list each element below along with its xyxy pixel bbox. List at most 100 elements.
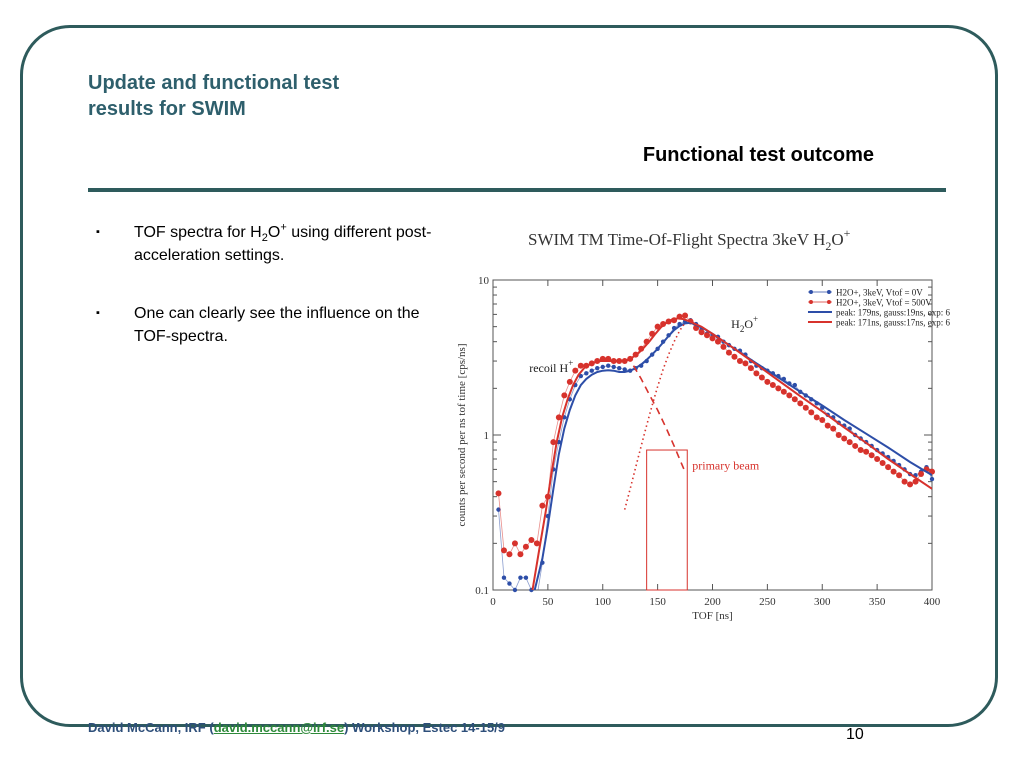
data-point-series-1 [769,382,776,389]
data-point-series-0 [584,371,589,376]
data-point-series-1 [824,422,831,429]
data-point-series-1 [561,392,568,399]
h2o-annotation: H2O+ [731,314,758,334]
x-tick-label: 300 [814,596,831,608]
bullet1-subscript: 2 [261,232,268,245]
data-point-series-0 [617,365,622,371]
data-point-series-1 [841,435,848,442]
legend-swatch-marker [826,300,831,304]
primary-beam-annotation: primary beam [692,458,760,472]
data-point-series-1 [852,442,859,449]
data-point-series-1 [912,478,919,485]
bullet-text-2: One can clearly see the influence on the… [134,305,420,345]
bullet-item-1: ▪ TOF spectra for H2O+ using different p… [96,221,436,267]
x-axis-label: TOF [ns] [692,610,732,622]
data-point-series-1 [879,459,886,466]
data-point-series-0 [518,575,523,580]
y-tick-label: 10 [478,275,490,287]
bullet-item-2: ▪ One can clearly see the influence on t… [96,302,436,348]
data-point-series-1 [901,478,908,485]
data-point-series-1 [533,540,540,547]
x-tick-label: 200 [704,596,721,608]
data-point-series-1 [885,464,892,471]
data-point-series-1 [857,447,864,454]
data-point-series-1 [918,471,925,478]
bullet1-superscript: + [280,221,287,234]
page-number: 10 [846,726,864,743]
data-point-series-1 [753,370,760,377]
footer-email-link[interactable]: david.mccann@irf.se [213,720,345,735]
data-point-series-1 [522,543,529,550]
data-point-series-1 [566,378,573,385]
y-axis-label: counts per second per ns tof time [cps/n… [456,344,468,527]
data-point-series-1 [539,502,546,509]
data-point-series-1 [511,540,518,547]
primary-component-line [623,322,686,510]
legend-label: peak: 179ns, gauss:19ns, exp: 69ns [836,308,950,318]
data-point-series-1 [846,439,853,446]
data-point-series-1 [704,332,711,339]
footer-event: ) Workshop, Estec 14-15/9 [344,720,506,735]
data-point-series-1 [500,547,507,554]
data-point-series-1 [495,490,502,497]
data-point-series-0 [595,365,600,371]
legend-swatch-marker [808,290,813,294]
data-point-series-0 [606,363,611,368]
data-point-series-1 [907,481,914,488]
slide-title: Update and functional test results for S… [88,72,340,120]
tof-spectra-chart: SWIM TM Time-Of-Flight Spectra 3keV H2O+… [456,226,950,622]
data-point-series-1 [786,392,793,399]
fit-line-series-2 [533,321,932,590]
legend-swatch-marker [808,300,813,304]
data-point-series-0 [622,367,627,372]
x-tick-label: 50 [542,596,554,608]
data-point-series-1 [709,335,716,342]
data-point-series-1 [758,374,765,381]
data-point-series-0 [501,575,507,580]
bullet-text-1: TOF spectra for H2O+ using different pos… [134,221,436,267]
data-point-series-1 [682,312,689,319]
chart-title: SWIM TM Time-Of-Flight Spectra 3keV H2O+ [528,226,851,253]
data-point-series-1 [742,360,749,367]
data-point-series-1 [577,362,584,369]
legend-label: peak: 171ns, gauss:17ns, exp: 66ns [836,318,950,328]
data-point-series-1 [863,448,870,455]
x-tick-label: 0 [490,596,496,608]
plot-area: 0 50 100 150 200 250 300 350 400 0.1 1 10 TOF [ns] co… [456,275,950,622]
data-point-series-1 [725,349,732,356]
recoil-component-line [632,365,685,470]
primary-beam-box [646,449,688,591]
bullet1-part-c: using different post-acceleration settin… [134,224,432,264]
bullet1-part-b: O [267,224,281,241]
data-point-series-1 [764,378,771,385]
data-point-series-1 [747,365,754,372]
data-point-series-1 [896,472,903,479]
footer: David McCann, IRF (david.mccann@irf.se) … [88,720,505,735]
y-tick-label: 0.1 [475,585,489,597]
data-point-series-1 [819,416,826,423]
data-point-series-1 [528,537,535,544]
x-tick-label: 400 [924,596,941,608]
recoil-annotation: recoil H+ [529,358,573,375]
data-point-series-1 [714,338,721,345]
bullet-marker-icon: ▪ [96,226,100,238]
data-point-series-1 [780,388,787,395]
x-tick-label: 350 [869,596,886,608]
footer-author: David McCann, IRF ( [88,720,214,735]
data-point-series-0 [929,476,935,482]
legend-swatch-marker [826,290,831,294]
data-point-series-1 [890,468,897,475]
data-point-series-1 [797,400,804,407]
data-point-series-1 [572,367,579,374]
data-point-series-0 [589,368,594,373]
x-tick-label: 150 [649,596,666,608]
bullet-marker-icon: ▪ [96,307,100,319]
data-point-series-1 [868,452,875,459]
data-point-series-1 [731,353,738,360]
data-point-series-0 [507,581,512,586]
data-point-series-0 [512,587,518,593]
data-point-series-1 [555,414,562,421]
y-tick-label: 1 [484,430,490,442]
data-point-series-1 [698,329,705,336]
slide-frame [20,25,998,727]
